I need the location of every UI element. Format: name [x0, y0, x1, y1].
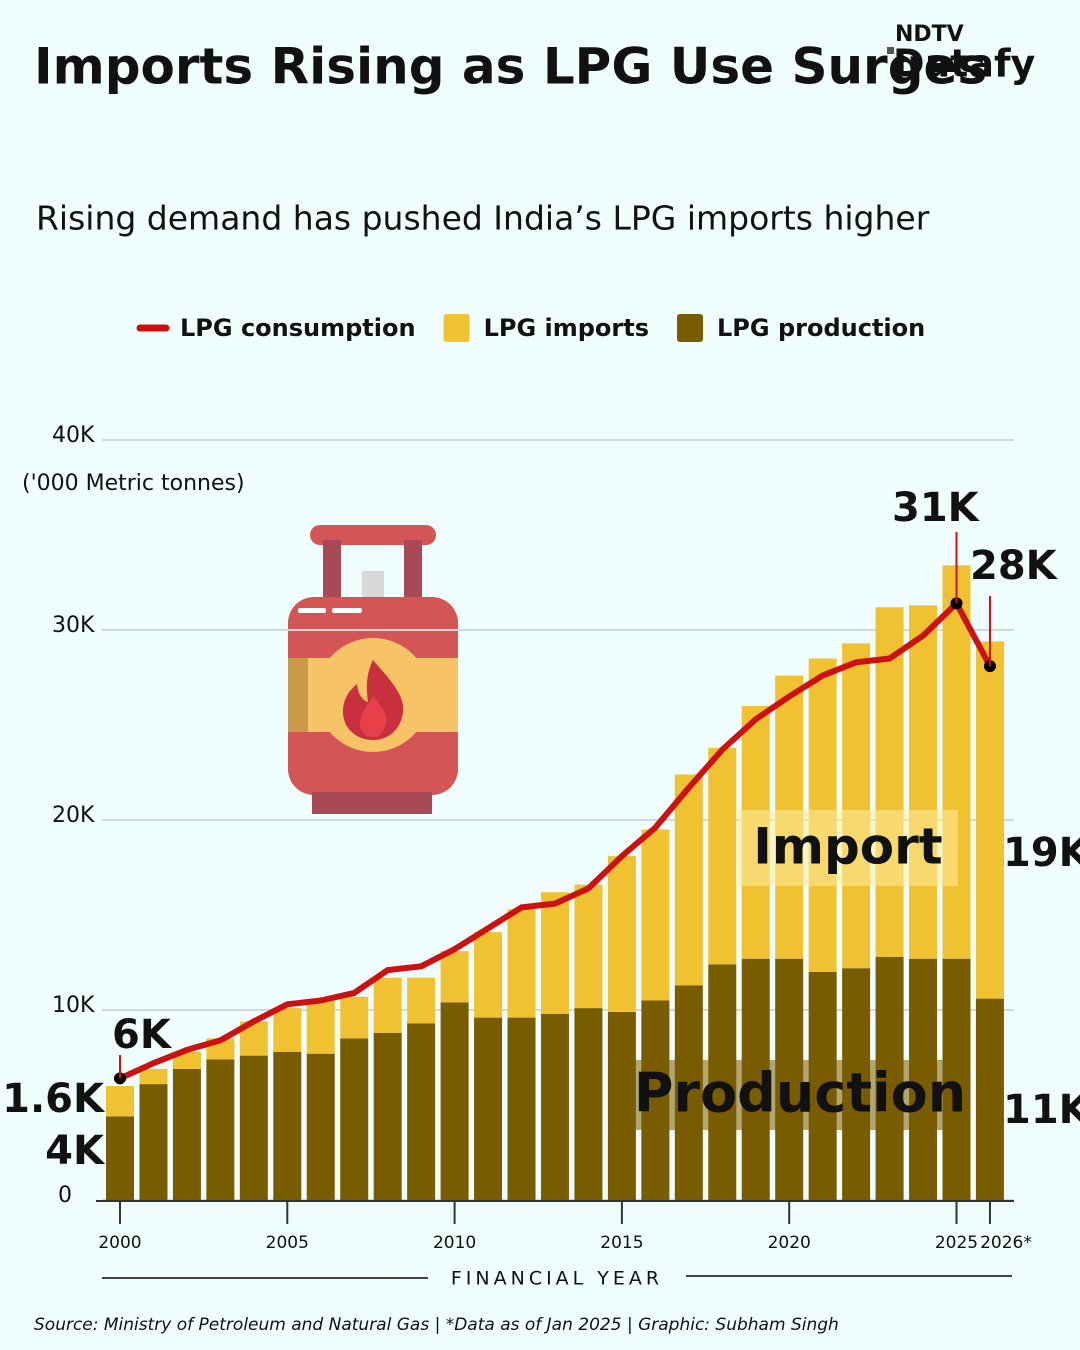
legend-label: LPG consumption	[180, 314, 416, 342]
bar-segment	[540, 892, 569, 1014]
bar-segment	[106, 1116, 134, 1200]
bar-segment	[574, 884, 603, 1009]
x-tick-label: 2015	[600, 1233, 643, 1253]
annotation: Import	[753, 818, 942, 876]
x-tick-label: 2000	[98, 1233, 141, 1253]
cylinder-icon	[288, 525, 458, 814]
x-axis-title: FINANCIAL YEAR	[451, 1268, 663, 1290]
y-tick-label: 20K	[52, 803, 95, 828]
brand-bottom: Datafy	[893, 42, 1036, 86]
y-tick-label: 40K	[52, 423, 95, 448]
bar-segment	[172, 1051, 201, 1069]
bar-segment	[708, 747, 737, 965]
bar-segment	[273, 1051, 302, 1200]
y-tick-label: 30K	[52, 613, 95, 638]
bar-segment	[139, 1068, 168, 1085]
bar-segment	[306, 1000, 335, 1054]
bar-segment	[975, 641, 1004, 999]
bar-segment	[306, 1053, 335, 1200]
annotation-box	[630, 1060, 970, 1130]
bar-segment	[440, 1002, 469, 1200]
bar-segment	[407, 977, 436, 1024]
source: Source: Ministry of Petroleum and Natura…	[34, 1315, 839, 1335]
x-tick-label: 2020	[768, 1233, 811, 1253]
y-tick-label: 10K	[52, 993, 95, 1018]
bar-segment	[373, 1032, 402, 1200]
bar-segment	[507, 909, 536, 1018]
bar-segment	[842, 643, 871, 969]
bar-segment	[340, 1038, 369, 1200]
bar-segment	[407, 1023, 436, 1200]
bar-segment	[474, 1017, 503, 1200]
annotation: Production	[634, 1062, 966, 1125]
bar-segment	[206, 1059, 235, 1200]
value-label: 31K	[892, 485, 981, 531]
bar-segment	[540, 1013, 569, 1200]
bar-segment	[875, 607, 904, 957]
bar-segment	[340, 996, 369, 1039]
logo-square	[887, 47, 894, 54]
bar-segment	[474, 932, 503, 1018]
bar-segment	[106, 1086, 134, 1117]
bar-segment	[909, 605, 938, 959]
bar-segment	[273, 1008, 302, 1052]
y-axis-label: ('000 Metric tonnes)	[22, 471, 245, 496]
x-tick-label: 2005	[266, 1233, 309, 1253]
value-label: 1.6K	[2, 1076, 106, 1122]
bar-segment	[942, 565, 971, 959]
bar-segment	[239, 1055, 268, 1200]
brand-top: NDTV	[895, 22, 964, 47]
value-label: 19K	[1003, 830, 1080, 876]
chart-title: Imports Rising as LPG Use Surges	[34, 38, 987, 96]
legend-label: LPG imports	[484, 314, 649, 342]
bar-segment	[440, 951, 469, 1003]
bar-segment	[373, 977, 402, 1033]
value-label: 11K	[1003, 1087, 1080, 1133]
legend-swatch	[677, 314, 704, 342]
value-label: 4K	[45, 1128, 106, 1174]
annotation-box	[738, 810, 958, 886]
legend-label: LPG production	[717, 314, 925, 342]
bar-segment	[674, 774, 703, 986]
bar-segment	[975, 998, 1004, 1200]
bar-segment	[172, 1068, 201, 1200]
value-label: 28K	[970, 543, 1059, 589]
legend-swatch	[443, 314, 470, 342]
bar-segment	[507, 1017, 536, 1200]
bar-segment	[574, 1008, 603, 1200]
bar-segment	[641, 829, 670, 1001]
bar-segment	[607, 856, 636, 1012]
bar-segment	[139, 1084, 168, 1200]
x-tick-label: 2010	[433, 1233, 476, 1253]
x-tick-label: 2025	[935, 1233, 978, 1253]
x-tick-label: 2026*	[980, 1233, 1032, 1253]
chart-subtitle: Rising demand has pushed India’s LPG imp…	[36, 199, 930, 238]
consumption-line	[118, 600, 993, 1082]
value-label: 6K	[112, 1012, 173, 1058]
y-tick-label: 0	[58, 1183, 72, 1208]
